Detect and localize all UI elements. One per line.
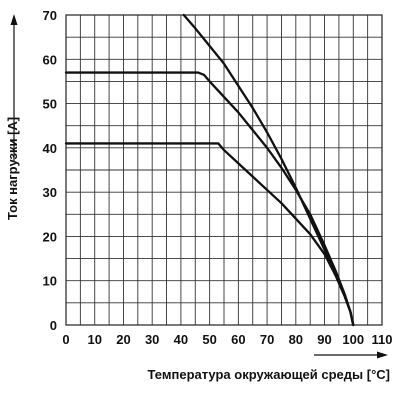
derating-curve-3 bbox=[64, 142, 355, 327]
x-tick-label: 80 bbox=[289, 332, 303, 347]
x-tick-label: 60 bbox=[231, 332, 245, 347]
y-tick-label: 40 bbox=[43, 141, 57, 156]
y-tick-label: 0 bbox=[50, 318, 57, 333]
y-axis-title: Ток нагрузки [A] bbox=[5, 117, 20, 220]
x-tick-label: 90 bbox=[317, 332, 331, 347]
y-tick-label: 10 bbox=[43, 274, 57, 289]
x-tick-label: 10 bbox=[87, 332, 101, 347]
x-tick-label: 110 bbox=[372, 332, 393, 347]
x-axis-arrow bbox=[314, 351, 388, 359]
y-tick-label: 70 bbox=[43, 8, 57, 23]
y-axis-arrow bbox=[10, 14, 18, 162]
x-tick-label: 40 bbox=[174, 332, 188, 347]
x-tick-label: 50 bbox=[202, 332, 216, 347]
curves bbox=[64, 13, 355, 327]
plot-frame bbox=[65, 14, 383, 326]
x-tick-label: 20 bbox=[116, 332, 130, 347]
y-tick-label: 20 bbox=[43, 229, 57, 244]
x-tick-label: 30 bbox=[145, 332, 159, 347]
tick-labels: 0 10 20 30 40 50 60 70 80 90 100 110 0 10 20 30 40 50 60 70 bbox=[43, 8, 393, 347]
y-tick-label: 60 bbox=[43, 52, 57, 67]
derating-curve-2 bbox=[64, 71, 355, 327]
grid bbox=[65, 14, 383, 326]
x-axis-title: Температура окружающей среды [°C] bbox=[148, 367, 390, 382]
y-tick-label: 30 bbox=[43, 185, 57, 200]
x-tick-label: 70 bbox=[260, 332, 274, 347]
y-tick-label: 50 bbox=[43, 97, 57, 112]
x-tick-label: 100 bbox=[342, 332, 364, 347]
x-tick-label: 0 bbox=[62, 332, 69, 347]
